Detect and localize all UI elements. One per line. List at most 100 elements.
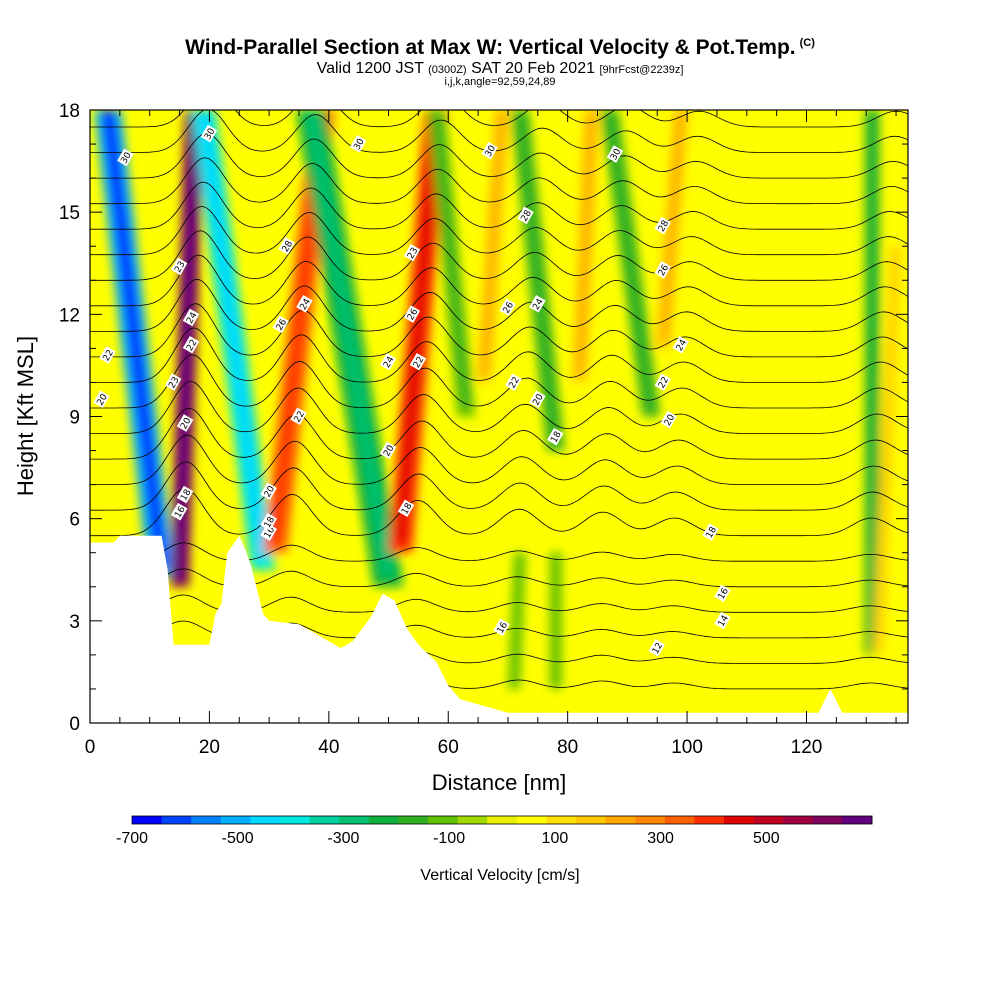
contour-label: 23 bbox=[406, 246, 420, 261]
theta-contour-line bbox=[90, 542, 908, 562]
contour-label-bg bbox=[200, 124, 218, 143]
contour-label-bg bbox=[409, 352, 427, 371]
contour-label-bg bbox=[397, 499, 415, 518]
chart-subtitle-indices: i,j,k,angle=92,59,24,89 bbox=[444, 76, 556, 88]
contour-label-group: 23 bbox=[170, 257, 188, 276]
theta-contour-line bbox=[90, 303, 908, 358]
colorbar-swatch bbox=[812, 816, 843, 824]
colorbar-tick-label: -300 bbox=[327, 830, 359, 847]
colorbar-title: Vertical Velocity [cm/s] bbox=[420, 867, 579, 884]
x-tick-label: 20 bbox=[199, 737, 220, 758]
contour-label-bg bbox=[164, 373, 182, 391]
theta-contour-line bbox=[90, 461, 908, 511]
theta-contour-line bbox=[90, 110, 908, 128]
theta-contour-line bbox=[90, 254, 908, 307]
colorbar-swatch bbox=[280, 816, 310, 824]
x-tick-label: 100 bbox=[671, 737, 703, 758]
velocity-band-core bbox=[875, 246, 899, 645]
contour-label: 22 bbox=[508, 375, 522, 390]
contour-label-bg bbox=[654, 261, 672, 279]
contour-label-bg bbox=[702, 523, 719, 541]
contour-label-group: 22 bbox=[505, 373, 522, 391]
colorbar-swatch bbox=[339, 816, 370, 824]
contour-label-bg bbox=[529, 295, 546, 313]
velocity-band-core bbox=[395, 110, 442, 543]
contour-label: 22 bbox=[102, 348, 116, 363]
contour-label-bg bbox=[499, 298, 516, 317]
contour-label-bg bbox=[379, 352, 397, 371]
contour-label-bg bbox=[529, 390, 546, 409]
colorbar-swatch bbox=[487, 816, 518, 824]
contour-label-group: 22 bbox=[182, 335, 200, 354]
theta-contour-line bbox=[90, 157, 908, 205]
colorbar-swatch bbox=[516, 816, 547, 824]
contour-label: 23 bbox=[167, 375, 181, 390]
contour-label-bg bbox=[182, 308, 200, 327]
contour-label: 22 bbox=[293, 410, 307, 425]
theta-contour-line bbox=[90, 181, 908, 230]
colorbar-tick-label: -700 bbox=[116, 830, 148, 847]
contour-label-bg bbox=[654, 216, 672, 235]
contour-label-bg bbox=[403, 305, 421, 323]
theta-contour-line bbox=[90, 327, 908, 383]
contour-label-bg bbox=[260, 482, 277, 500]
velocity-band-core bbox=[304, 110, 396, 577]
theta-contour-line bbox=[90, 434, 908, 485]
contour-label: 12 bbox=[651, 641, 665, 656]
contour-label: 22 bbox=[412, 355, 426, 370]
contour-label-bg bbox=[606, 145, 624, 163]
contour-label-bg bbox=[170, 502, 188, 521]
contour-label-bg bbox=[672, 335, 689, 354]
velocity-band-core bbox=[515, 110, 560, 441]
contour-label-bg bbox=[117, 148, 134, 167]
contour-label-bg bbox=[296, 295, 313, 313]
colorbar-swatch bbox=[250, 816, 281, 824]
contour-label-bg bbox=[379, 441, 397, 460]
y-tick-label: 18 bbox=[59, 101, 80, 122]
contour-label-bg bbox=[290, 407, 307, 426]
contour-label-bg bbox=[260, 523, 277, 541]
colorbar-swatch bbox=[132, 816, 162, 824]
theta-contour-line bbox=[90, 278, 908, 332]
contour-label-bg bbox=[403, 243, 421, 262]
contour-label-bg bbox=[182, 335, 200, 354]
contour-label-bg bbox=[170, 257, 188, 276]
subtitle-valid: Valid 1200 JST bbox=[316, 60, 424, 77]
colorbar-swatch bbox=[753, 816, 784, 824]
contour-label-group: 22 bbox=[290, 407, 307, 426]
colorbar-swatch bbox=[546, 816, 577, 824]
contour-label-bg bbox=[517, 206, 534, 225]
contour-label-bg bbox=[505, 373, 522, 391]
theta-contour-line bbox=[90, 206, 908, 256]
x-axis: 0 20 40 60 80 100 120 bbox=[85, 110, 897, 758]
contour-label-bg bbox=[714, 611, 731, 630]
theta-contour-line bbox=[90, 488, 908, 537]
y-axis: 0 3 6 9 12 15 18 bbox=[59, 101, 908, 735]
contour-label-group: 22 bbox=[409, 352, 427, 371]
y-tick-label: 9 bbox=[69, 408, 80, 429]
colorbar-frame bbox=[131, 815, 873, 825]
colorbar-tick-label: 300 bbox=[647, 830, 674, 847]
velocity-band-core bbox=[511, 552, 523, 679]
colorbar-tick-label: -500 bbox=[222, 830, 254, 847]
contour-label-bg bbox=[176, 485, 194, 504]
x-tick-label: 0 bbox=[85, 737, 96, 758]
theta-contour-line bbox=[90, 230, 908, 281]
theta-contour-line bbox=[90, 354, 908, 409]
colorbar-swatch bbox=[398, 816, 429, 824]
chart-title-suffix: (C) bbox=[799, 37, 815, 49]
y-axis-title: Height [Kft MSL] bbox=[13, 336, 38, 496]
colorbar-swatch bbox=[368, 816, 399, 824]
colorbar-swatch bbox=[309, 816, 340, 824]
colorbar-swatch bbox=[783, 816, 814, 824]
subtitle-date: SAT 20 Feb 2021 bbox=[471, 60, 595, 77]
contour-label-bg bbox=[660, 410, 678, 429]
colorbar-swatch bbox=[428, 816, 458, 824]
x-tick-label: 120 bbox=[791, 737, 823, 758]
contour-label-bg bbox=[278, 237, 295, 255]
contour-label-bg bbox=[350, 135, 367, 153]
contour-label-bg bbox=[648, 639, 666, 657]
colorbar-swatch bbox=[161, 816, 192, 824]
colorbar-swatch bbox=[220, 816, 251, 824]
